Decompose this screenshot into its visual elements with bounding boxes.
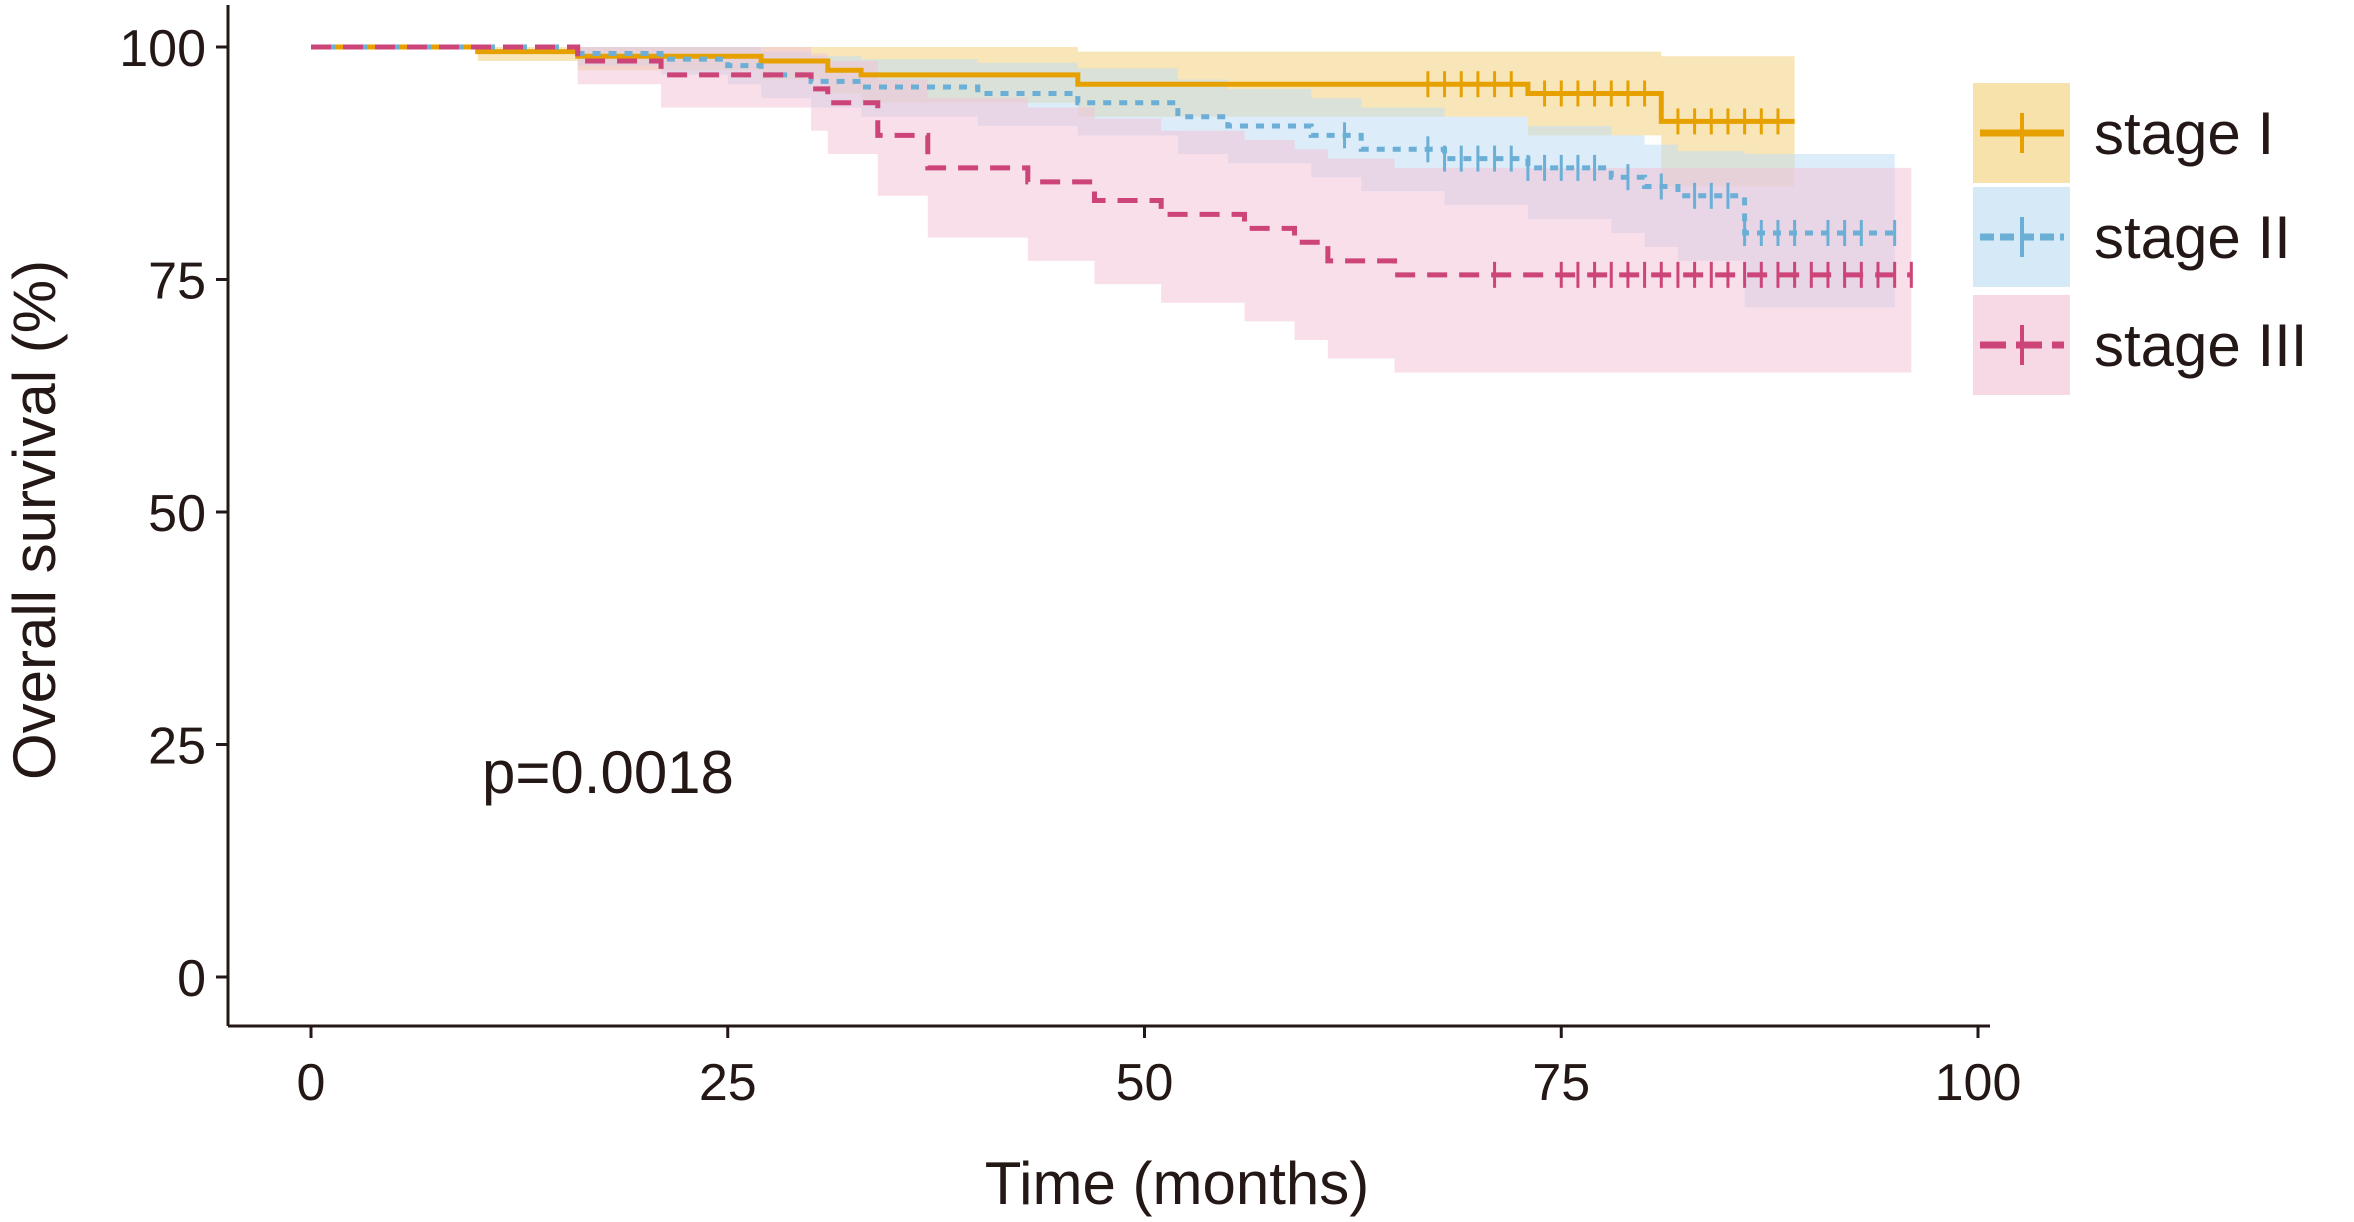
y-tick-label: 100: [119, 20, 206, 78]
series-2-legend-label: stage II: [2094, 204, 2291, 271]
axes: [226, 5, 1990, 1028]
series-3-legend-label: stage III: [2094, 312, 2307, 379]
x-tick-label: 0: [297, 1054, 326, 1112]
x-tick-label: 25: [699, 1054, 757, 1112]
survival-curves: [311, 44, 1912, 278]
y-tick-label: 50: [148, 485, 206, 543]
y-tick-label: 0: [177, 950, 206, 1008]
confidence-bands: [311, 47, 1912, 373]
x-axis-title: Time (months): [985, 1150, 1370, 1217]
y-tick-label: 75: [148, 253, 206, 311]
y-axis-title: Overall survival (%): [1, 260, 68, 780]
y-ticks: 0 25 50 75 100: [119, 20, 228, 1008]
censor-marks: [1343, 71, 1913, 288]
x-tick-label: 75: [1532, 1054, 1590, 1112]
legend: stage I stage II stage III: [1973, 83, 2307, 395]
x-ticks: 0 25 50 75 100: [297, 1026, 2022, 1112]
series-1-legend-label: stage I: [2094, 100, 2274, 167]
x-tick-label: 50: [1116, 1054, 1174, 1112]
p-value-annotation: p=0.0018: [482, 739, 734, 806]
series-3-ci-band: [311, 47, 1912, 373]
y-tick-label: 25: [148, 718, 206, 776]
series-3-survival-curve: [311, 44, 1912, 278]
x-tick-label: 100: [1935, 1054, 2022, 1112]
series-1-survival-curve: [311, 44, 1795, 124]
series-2-survival-curve: [311, 44, 1895, 236]
